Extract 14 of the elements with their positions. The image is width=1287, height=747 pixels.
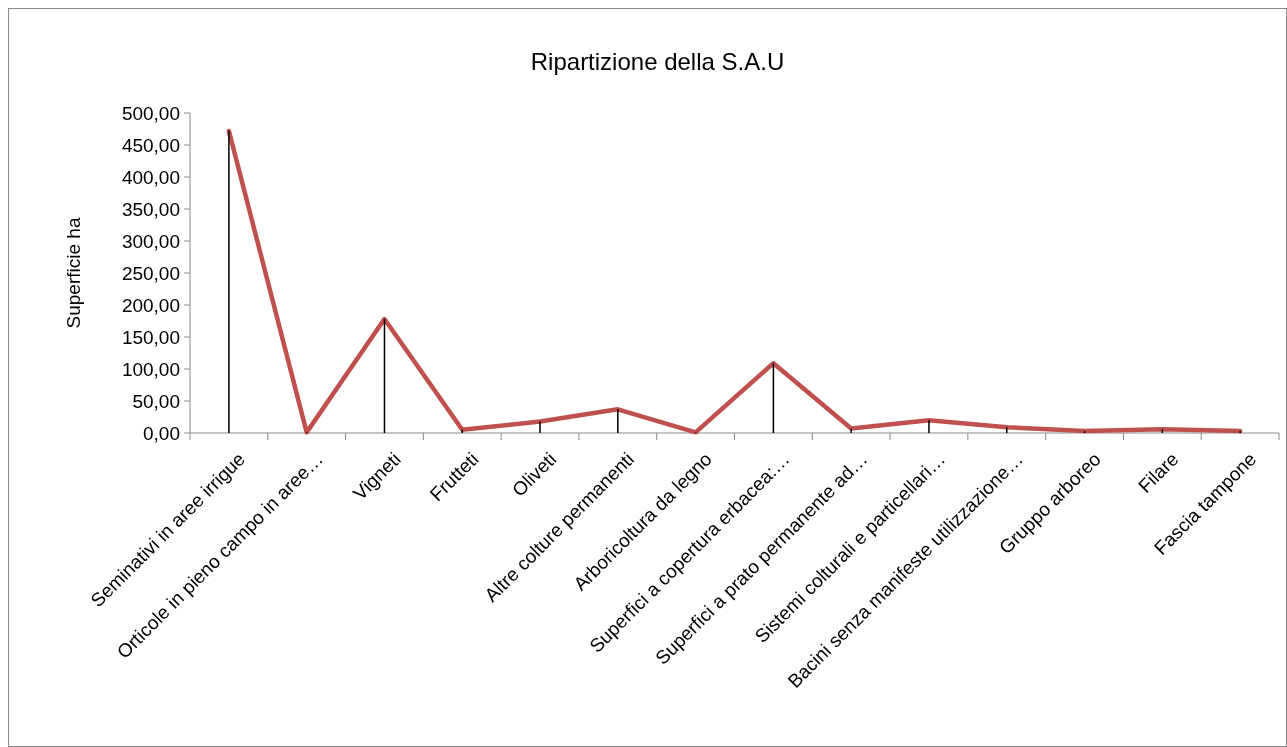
y-tick-label: 50,00 (132, 390, 180, 412)
chart-title: Ripartizione della S.A.U (530, 48, 785, 75)
y-tick-label: 400,00 (121, 166, 180, 188)
y-tick-label: 100,00 (121, 358, 180, 380)
y-tick-label: 300,00 (121, 230, 180, 252)
y-tick-label: 350,00 (121, 198, 180, 220)
y-axis-title: Superficie ha (63, 217, 84, 329)
y-tick-label: 150,00 (121, 326, 180, 348)
y-tick-label: 500,00 (121, 102, 180, 124)
line-series (226, 128, 1243, 435)
y-tick-label: 450,00 (121, 134, 180, 156)
y-tick-label: 200,00 (121, 294, 180, 316)
y-tick-label: 0,00 (143, 422, 180, 444)
y-tick-label: 250,00 (121, 262, 180, 284)
